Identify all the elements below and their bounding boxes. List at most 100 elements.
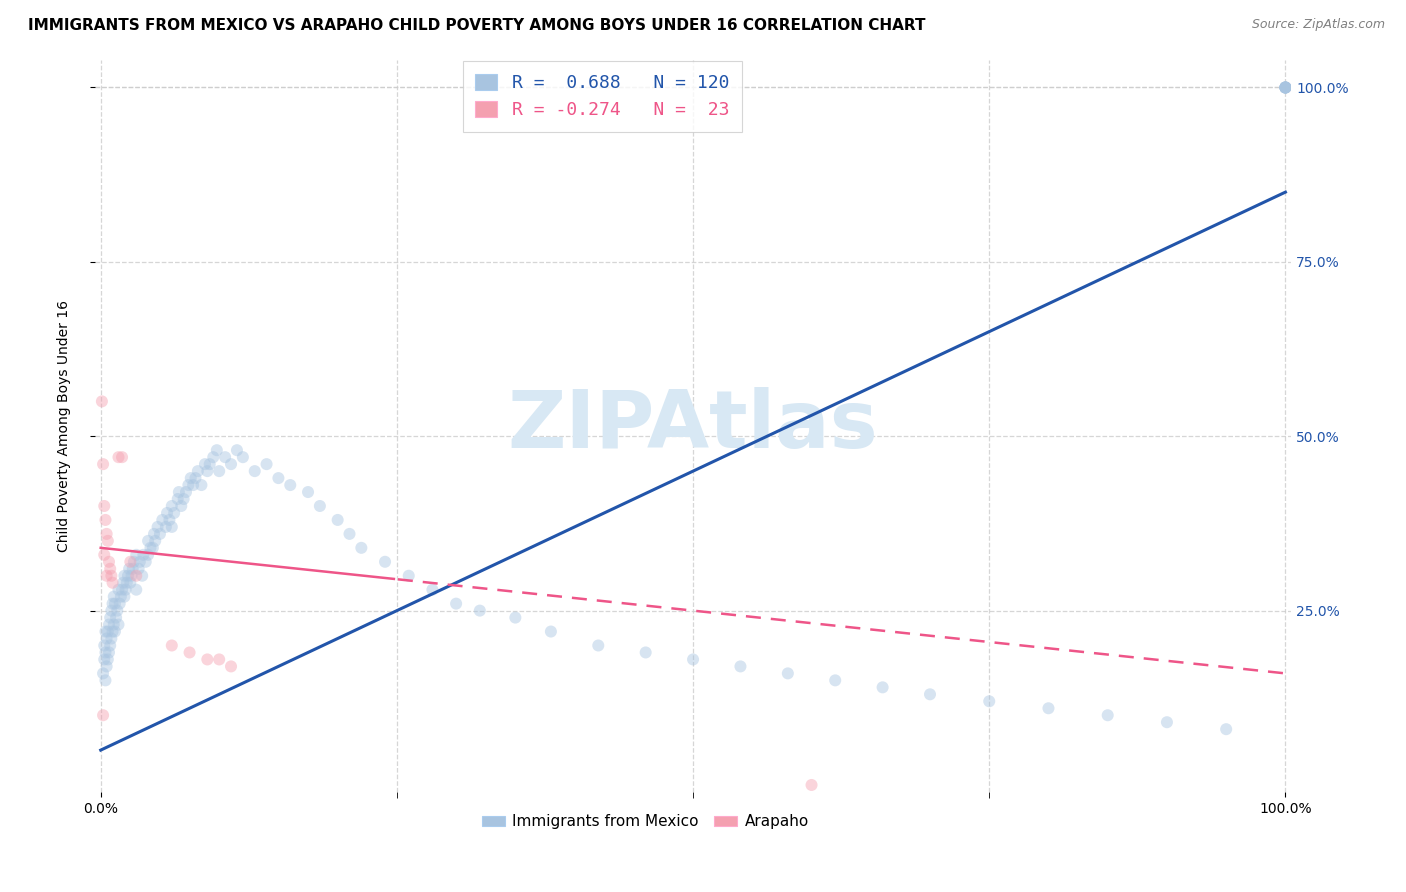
Point: [167, 485, 190, 500]
Text: Source: ZipAtlas.com: Source: ZipAtlas.com: [1251, 18, 1385, 31]
Legend: Immigrants from Mexico, Arapaho: Immigrants from Mexico, Arapaho: [475, 808, 815, 836]
Point: [117, 568, 139, 582]
Point: [163, 506, 186, 520]
Point: [872, 681, 894, 695]
Point: [195, 652, 218, 666]
Text: IMMIGRANTS FROM MEXICO VS ARAPAHO CHILD POVERTY AMONG BOYS UNDER 16 CORRELATION : IMMIGRANTS FROM MEXICO VS ARAPAHO CHILD …: [28, 18, 925, 33]
Point: [146, 520, 169, 534]
Point: [125, 582, 148, 597]
Point: [94, 673, 117, 688]
Point: [150, 513, 173, 527]
Point: [105, 604, 128, 618]
Y-axis label: Child Poverty Among Boys Under 16: Child Poverty Among Boys Under 16: [58, 300, 72, 552]
Point: [101, 624, 124, 639]
Point: [309, 499, 332, 513]
Point: [118, 562, 141, 576]
Point: [297, 485, 319, 500]
Point: [468, 604, 491, 618]
Point: [155, 520, 177, 534]
Point: [100, 632, 122, 646]
Point: [350, 541, 373, 555]
Point: [93, 499, 115, 513]
Point: [398, 568, 420, 582]
Point: [125, 568, 148, 582]
Point: [149, 527, 172, 541]
Point: [91, 457, 114, 471]
Point: [103, 590, 125, 604]
Point: [96, 659, 118, 673]
Point: [111, 450, 134, 465]
Point: [177, 478, 200, 492]
Point: [108, 597, 131, 611]
Point: [1274, 80, 1296, 95]
Point: [1274, 80, 1296, 95]
Point: [98, 555, 121, 569]
Point: [131, 568, 153, 582]
Point: [96, 568, 118, 582]
Point: [142, 541, 165, 555]
Point: [112, 568, 135, 582]
Point: [100, 568, 122, 582]
Point: [232, 450, 254, 465]
Point: [979, 694, 1001, 708]
Point: [588, 639, 610, 653]
Point: [226, 443, 249, 458]
Point: [93, 548, 115, 562]
Point: [179, 645, 201, 659]
Point: [208, 652, 231, 666]
Point: [107, 582, 129, 597]
Point: [160, 520, 183, 534]
Point: [214, 450, 236, 465]
Point: [267, 471, 290, 485]
Point: [187, 464, 209, 478]
Point: [125, 548, 148, 562]
Point: [1274, 80, 1296, 95]
Point: [91, 708, 114, 723]
Point: [730, 659, 752, 673]
Point: [422, 582, 444, 597]
Point: [339, 527, 361, 541]
Point: [121, 562, 143, 576]
Point: [107, 617, 129, 632]
Point: [105, 610, 128, 624]
Point: [128, 562, 150, 576]
Point: [94, 513, 117, 527]
Point: [94, 645, 117, 659]
Point: [120, 555, 142, 569]
Point: [776, 666, 799, 681]
Point: [136, 548, 159, 562]
Point: [1274, 80, 1296, 95]
Point: [1097, 708, 1119, 723]
Point: [93, 639, 115, 653]
Point: [159, 513, 181, 527]
Point: [132, 548, 155, 562]
Point: [374, 555, 396, 569]
Point: [96, 632, 118, 646]
Text: ZIPAtlas: ZIPAtlas: [508, 387, 879, 465]
Point: [97, 533, 120, 548]
Point: [98, 617, 121, 632]
Point: [1274, 80, 1296, 95]
Point: [136, 533, 159, 548]
Point: [121, 568, 143, 582]
Point: [444, 597, 467, 611]
Point: [184, 471, 207, 485]
Point: [208, 464, 231, 478]
Point: [94, 624, 117, 639]
Point: [202, 450, 225, 465]
Point: [143, 527, 166, 541]
Point: [1274, 80, 1296, 95]
Point: [104, 597, 127, 611]
Point: [682, 652, 704, 666]
Point: [160, 639, 183, 653]
Point: [98, 645, 121, 659]
Point: [173, 491, 195, 506]
Point: [540, 624, 562, 639]
Point: [111, 582, 134, 597]
Point: [112, 590, 135, 604]
Point: [181, 478, 204, 492]
Point: [104, 624, 127, 639]
Point: [96, 527, 118, 541]
Point: [634, 645, 657, 659]
Point: [800, 778, 823, 792]
